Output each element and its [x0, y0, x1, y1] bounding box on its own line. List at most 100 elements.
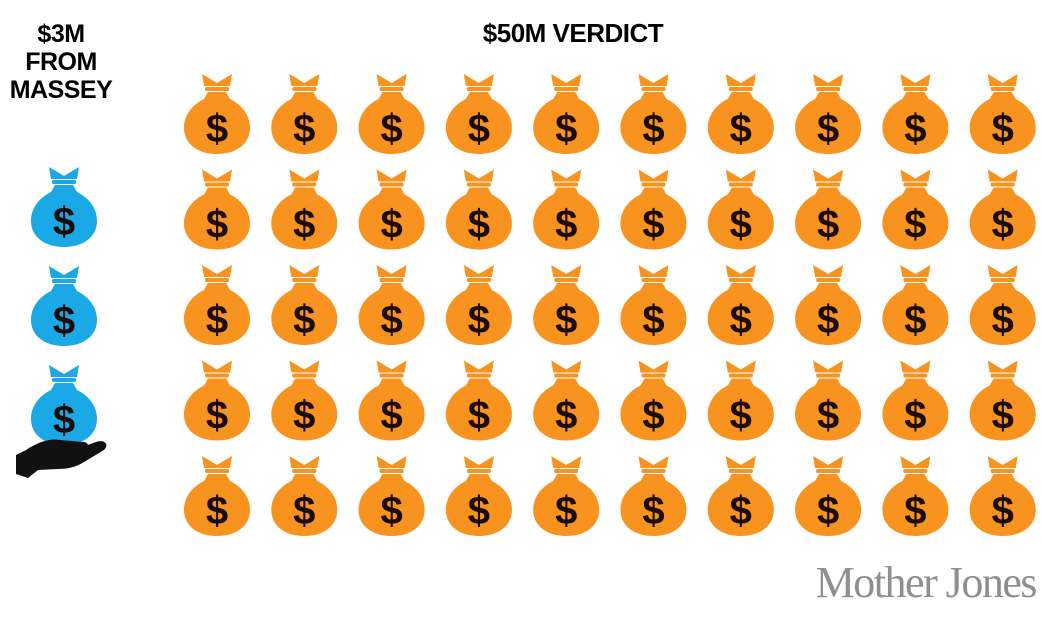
left-label-line: $3M	[37, 20, 85, 48]
verdict-money-bag-icon: $	[707, 456, 774, 536]
svg-text:$: $	[293, 298, 315, 342]
verdict-money-bag-icon: $	[358, 360, 425, 441]
svg-text:$: $	[380, 107, 402, 151]
svg-text:$: $	[730, 203, 752, 247]
verdict-money-bag-icon: $	[533, 456, 600, 536]
verdict-money-bag-icon: $	[358, 169, 425, 250]
verdict-money-bag-icon: $	[533, 360, 600, 441]
verdict-money-bag-icon: $	[445, 456, 512, 536]
verdict-money-bag-icon: $	[969, 456, 1036, 536]
verdict-money-bag-icon: $	[620, 265, 687, 345]
verdict-money-bag-icon: $	[533, 265, 600, 345]
verdict-money-bag-icon: $	[445, 360, 512, 441]
svg-text:$: $	[468, 489, 490, 533]
verdict-money-bag-icon: $	[707, 169, 774, 250]
svg-text:$: $	[293, 107, 315, 151]
svg-text:$: $	[992, 394, 1014, 438]
verdict-money-bag-icon: $	[184, 74, 250, 154]
svg-text:$: $	[992, 298, 1014, 342]
verdict-money-bag-icon: $	[271, 360, 338, 441]
verdict-money-bag-icon: $	[620, 360, 687, 441]
verdict-money-bag-icon: $	[969, 360, 1036, 441]
open-hand-icon	[16, 439, 107, 478]
svg-text:$: $	[206, 203, 228, 247]
svg-text:$: $	[53, 398, 75, 442]
verdict-money-bag-icon: $	[533, 74, 600, 154]
verdict-money-bag-icon: $	[445, 265, 512, 345]
svg-text:$: $	[817, 394, 839, 438]
verdict-money-bag-icon: $	[533, 169, 600, 250]
svg-text:$: $	[468, 203, 490, 247]
svg-text:$: $	[293, 394, 315, 438]
massey-money-bag-icon: $	[31, 365, 97, 445]
svg-text:$: $	[730, 489, 752, 533]
svg-text:$: $	[904, 203, 926, 247]
svg-text:$: $	[992, 489, 1014, 533]
svg-text:$: $	[206, 107, 228, 151]
verdict-money-bag-icon: $	[969, 169, 1036, 250]
verdict-money-bag-icon: $	[184, 265, 250, 345]
svg-text:$: $	[380, 394, 402, 438]
svg-text:$: $	[904, 489, 926, 533]
svg-text:$: $	[817, 203, 839, 247]
svg-text:$: $	[817, 107, 839, 151]
svg-text:$: $	[468, 298, 490, 342]
svg-text:$: $	[555, 298, 577, 342]
verdict-money-bag-icon: $	[795, 169, 862, 250]
svg-text:$: $	[468, 107, 490, 151]
massey-bags: $ $ $	[16, 167, 107, 478]
verdict-money-bag-icon: $	[882, 265, 949, 345]
svg-text:$: $	[206, 298, 228, 342]
verdict-money-bag-icon: $	[795, 265, 862, 345]
verdict-money-bag-icon: $	[882, 74, 949, 154]
verdict-money-bag-icon: $	[358, 456, 425, 536]
verdict-money-bag-icon: $	[969, 74, 1036, 154]
verdict-money-bag-icon: $	[184, 169, 250, 250]
svg-text:$: $	[53, 200, 75, 244]
left-label: $3M FROM MASSEY	[2, 20, 120, 104]
verdict-money-bag-icon: $	[620, 456, 687, 536]
verdict-money-bag-icon: $	[620, 169, 687, 250]
verdict-money-bag-icon: $	[795, 456, 862, 536]
svg-text:$: $	[293, 203, 315, 247]
svg-text:$: $	[53, 299, 75, 343]
svg-text:$: $	[730, 394, 752, 438]
verdict-money-bag-icon: $	[882, 456, 949, 536]
verdict-money-bag-icon: $	[271, 169, 338, 250]
verdict-money-bag-icon: $	[707, 74, 774, 154]
svg-text:$: $	[642, 394, 664, 438]
svg-text:$: $	[730, 107, 752, 151]
svg-text:$: $	[904, 394, 926, 438]
verdict-money-bag-icon: $	[184, 360, 250, 441]
verdict-money-bag-icon: $	[271, 456, 338, 536]
svg-text:$: $	[642, 489, 664, 533]
verdict-money-bag-icon: $	[271, 74, 338, 154]
verdict-money-bag-icon: $	[795, 74, 862, 154]
svg-text:$: $	[817, 489, 839, 533]
svg-text:$: $	[642, 203, 664, 247]
verdict-money-bag-icon: $	[445, 74, 512, 154]
svg-text:$: $	[642, 298, 664, 342]
svg-text:$: $	[555, 203, 577, 247]
massey-money-bag-icon: $	[31, 266, 97, 346]
verdict-money-bag-icon: $	[620, 74, 687, 154]
svg-text:$: $	[555, 394, 577, 438]
svg-text:$: $	[206, 489, 228, 533]
svg-text:$: $	[992, 203, 1014, 247]
verdict-money-bag-icon: $	[707, 360, 774, 441]
verdict-money-bag-icon: $	[795, 360, 862, 441]
svg-text:$: $	[380, 489, 402, 533]
verdict-money-bag-icon: $	[271, 265, 338, 345]
verdict-title: $50M VERDICT	[482, 18, 664, 48]
svg-text:$: $	[817, 298, 839, 342]
verdict-money-bag-icon: $	[882, 360, 949, 441]
verdict-money-bag-icon: $	[358, 265, 425, 345]
verdict-money-bag-icon: $	[358, 74, 425, 154]
verdict-money-bag-icon: $	[969, 265, 1036, 345]
svg-text:$: $	[642, 107, 664, 151]
svg-text:$: $	[380, 298, 402, 342]
verdict-money-bag-icon: $	[445, 169, 512, 250]
verdict-money-bag-icon: $	[707, 265, 774, 345]
svg-text:$: $	[293, 489, 315, 533]
